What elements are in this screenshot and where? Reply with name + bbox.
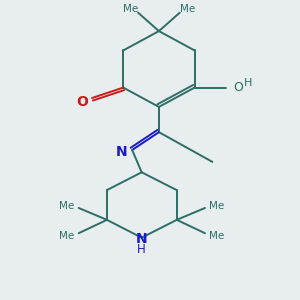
Text: Me: Me [123, 4, 138, 14]
Text: Me: Me [59, 201, 74, 211]
Text: O: O [233, 81, 243, 94]
Text: Me: Me [59, 231, 74, 241]
Text: N: N [116, 146, 128, 159]
Text: O: O [76, 95, 88, 110]
Text: N: N [136, 232, 148, 246]
Text: Me: Me [209, 231, 224, 241]
Text: Me: Me [209, 201, 224, 211]
Text: Me: Me [179, 4, 195, 14]
Text: H: H [137, 243, 146, 256]
Text: H: H [244, 78, 252, 88]
